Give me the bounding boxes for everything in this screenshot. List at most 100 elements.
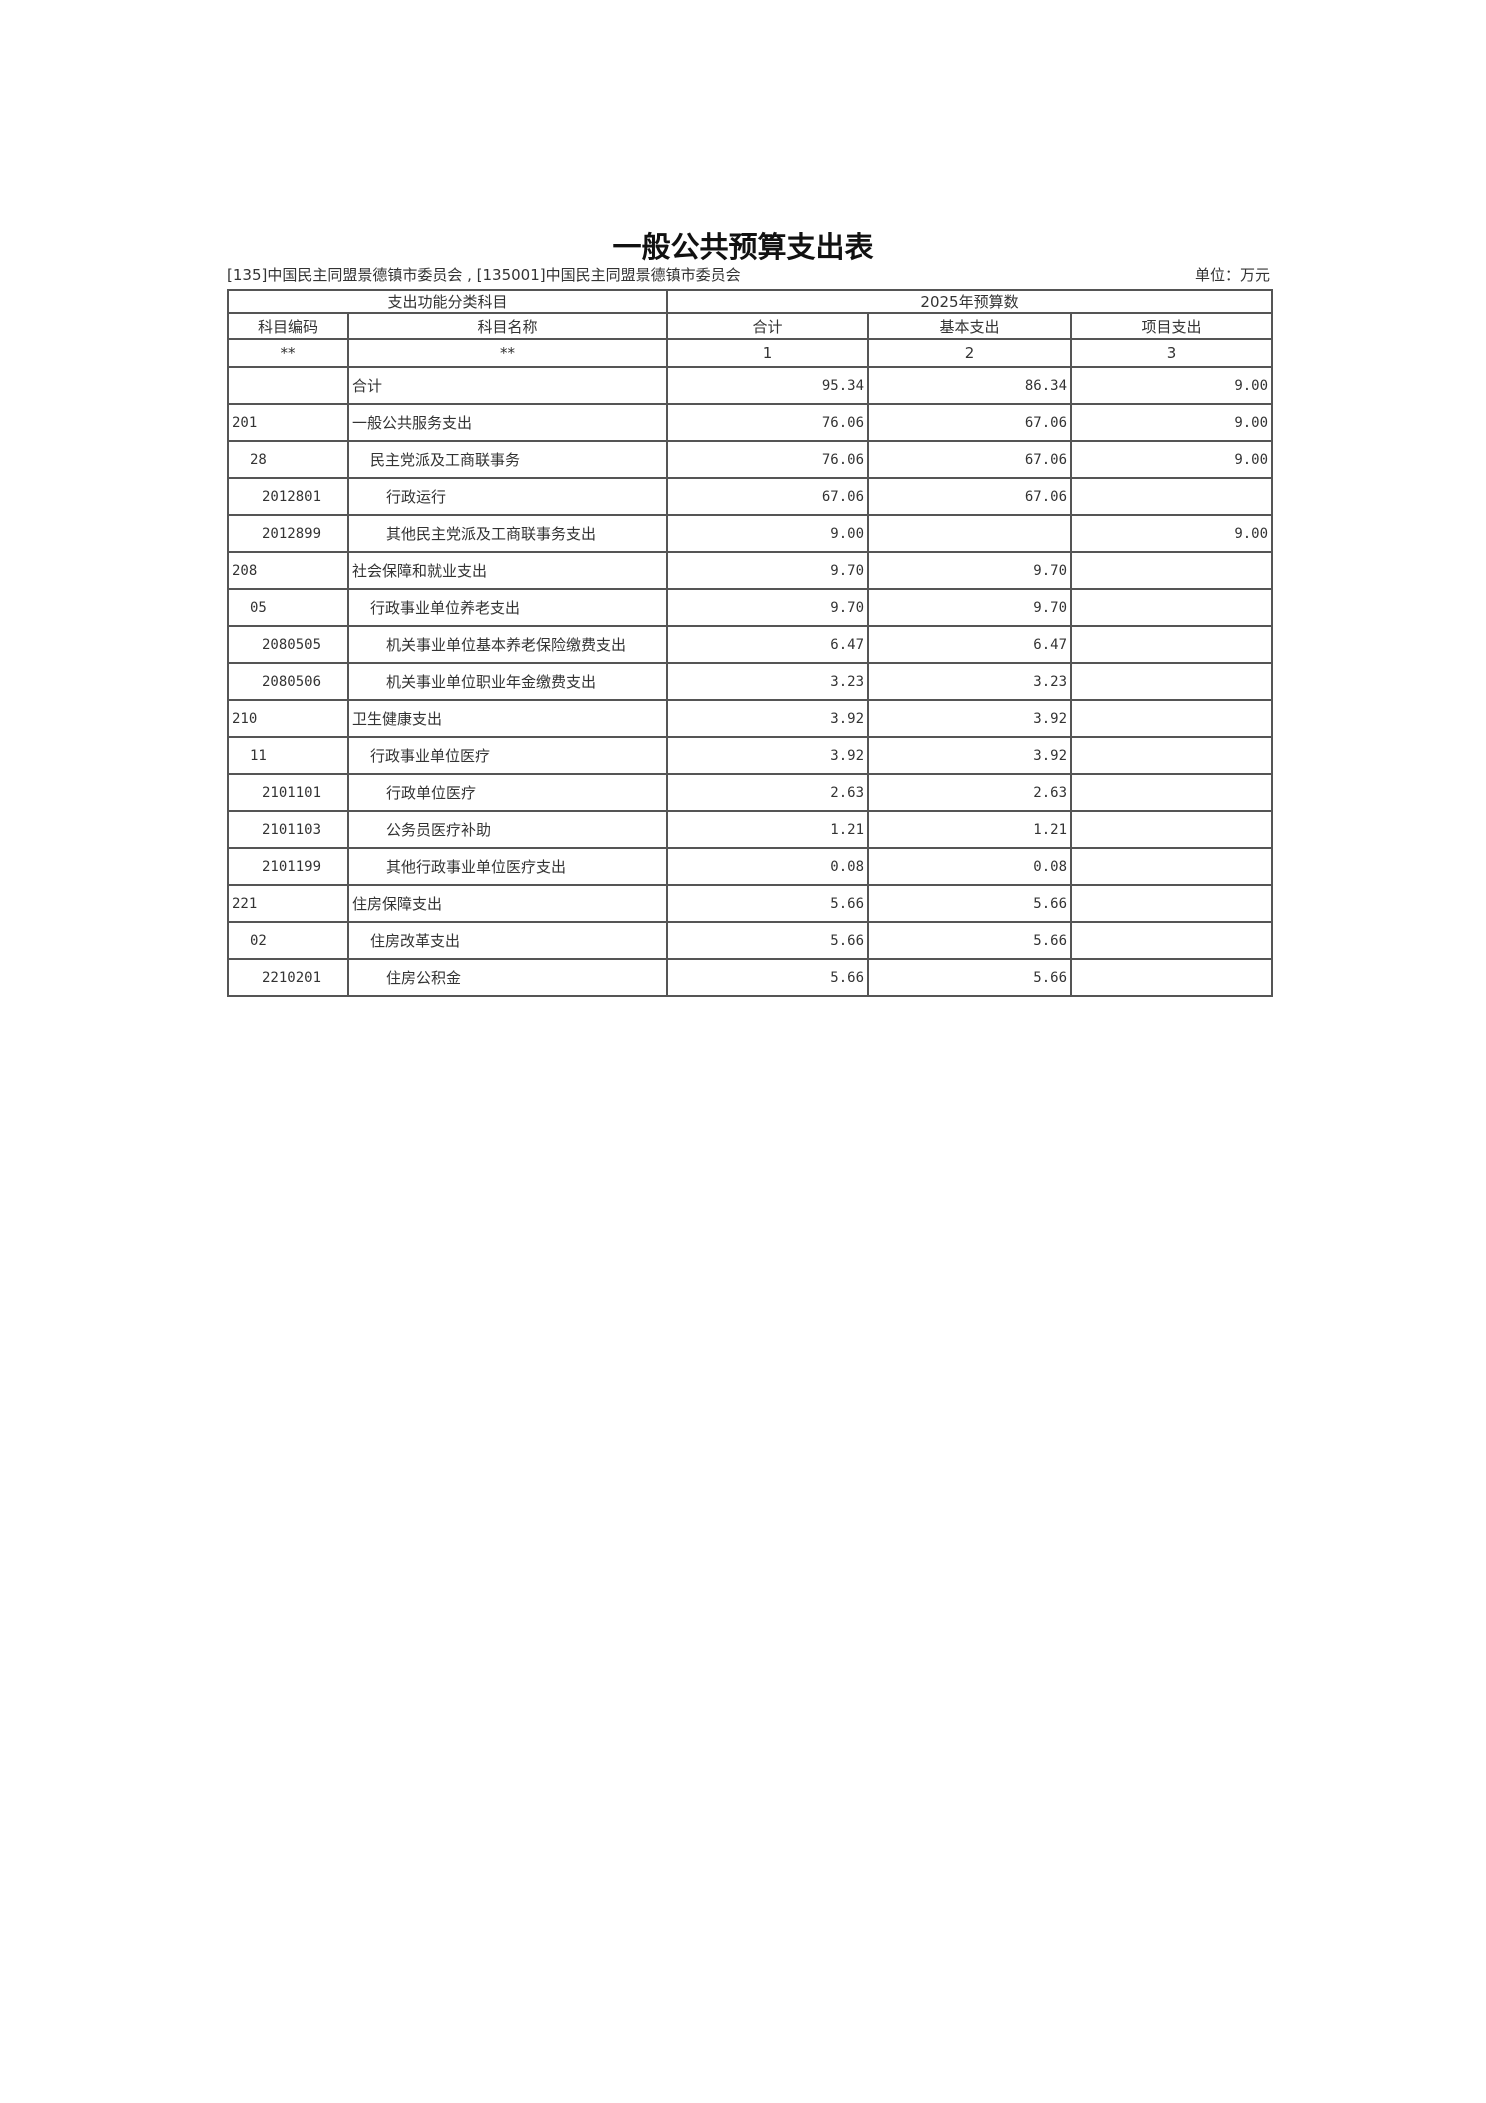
code-cell: 2210201 <box>227 958 349 997</box>
name-cell: 社会保障和就业支出 <box>346 551 669 590</box>
code-cell: 221 <box>227 884 349 923</box>
total-cell: 3.92 <box>666 736 870 775</box>
col-header-project: 项目支出 <box>1070 312 1274 340</box>
total-cell: 76.06 <box>666 403 870 442</box>
total-cell: 5.66 <box>666 921 870 960</box>
name-cell: 其他民主党派及工商联事务支出 <box>346 514 669 553</box>
project-cell <box>1070 884 1274 923</box>
project-cell <box>1070 699 1274 738</box>
project-cell <box>1070 588 1274 627</box>
total-cell: 9.70 <box>666 551 870 590</box>
page-title: 一般公共预算支出表 <box>612 230 874 264</box>
code-cell: 201 <box>227 403 349 442</box>
header-index-row: ** ** 1 2 3 <box>227 338 1274 368</box>
basic-cell: 5.66 <box>867 884 1073 923</box>
basic-cell: 0.08 <box>867 847 1073 886</box>
total-cell: 95.34 <box>666 366 870 405</box>
name-cell: 住房改革支出 <box>346 921 669 960</box>
code-cell: 2080505 <box>227 625 349 664</box>
code-cell: 2101103 <box>227 810 349 849</box>
basic-cell: 5.66 <box>867 958 1073 997</box>
project-cell: 9.00 <box>1070 440 1274 479</box>
total-cell: 6.47 <box>666 625 870 664</box>
basic-cell: 3.23 <box>867 662 1073 701</box>
table-row: 2080506 机关事业单位职业年金缴费支出 3.23 3.23 <box>227 662 1274 701</box>
basic-cell: 6.47 <box>867 625 1073 664</box>
name-cell: 住房公积金 <box>346 958 669 997</box>
code-cell: 02 <box>227 921 349 960</box>
project-cell <box>1070 921 1274 960</box>
header-group-row: 支出功能分类科目 2025年预算数 <box>226 289 1274 314</box>
code-cell: 2012801 <box>227 477 349 516</box>
code-cell: 05 <box>227 588 349 627</box>
basic-cell: 86.34 <box>867 366 1073 405</box>
code-cell: 210 <box>227 699 349 738</box>
basic-cell: 1.21 <box>867 810 1073 849</box>
basic-cell <box>867 514 1073 553</box>
project-cell <box>1070 773 1274 812</box>
table-row: 28 民主党派及工商联事务 76.06 67.06 9.00 <box>227 440 1274 479</box>
total-cell: 5.66 <box>666 884 870 923</box>
basic-cell: 5.66 <box>867 921 1073 960</box>
code-cell: 208 <box>227 551 349 590</box>
code-cell: 11 <box>227 736 349 775</box>
project-cell <box>1070 810 1274 849</box>
name-cell: 行政事业单位医疗 <box>346 736 669 775</box>
project-cell <box>1070 477 1274 516</box>
basic-cell: 9.70 <box>867 588 1073 627</box>
project-cell <box>1070 736 1274 775</box>
name-cell: 民主党派及工商联事务 <box>346 440 669 479</box>
total-cell: 67.06 <box>666 477 870 516</box>
table-row: 2101103 公务员医疗补助 1.21 1.21 <box>227 810 1274 849</box>
project-cell <box>1070 625 1274 664</box>
basic-cell: 3.92 <box>867 699 1073 738</box>
total-cell: 1.21 <box>666 810 870 849</box>
table-row: 2012899 其他民主党派及工商联事务支出 9.00 9.00 <box>227 514 1274 553</box>
table-row: 05 行政事业单位养老支出 9.70 9.70 <box>227 588 1274 627</box>
basic-cell: 67.06 <box>867 477 1073 516</box>
project-cell: 9.00 <box>1070 403 1274 442</box>
name-cell: 机关事业单位基本养老保险缴费支出 <box>346 625 669 664</box>
table-row: 201 一般公共服务支出 76.06 67.06 9.00 <box>227 403 1274 442</box>
table-row: 210 卫生健康支出 3.92 3.92 <box>227 699 1274 738</box>
unit-subtitle: [135]中国民主同盟景德镇市委员会 , [135001]中国民主同盟景德镇市委… <box>227 266 741 284</box>
total-cell: 9.70 <box>666 588 870 627</box>
basic-cell: 2.63 <box>867 773 1073 812</box>
index-cell: 1 <box>666 338 870 368</box>
code-cell: 2012899 <box>227 514 349 553</box>
table-row: 11 行政事业单位医疗 3.92 3.92 <box>227 736 1274 775</box>
code-cell: 2101101 <box>227 773 349 812</box>
project-cell <box>1070 551 1274 590</box>
index-cell: 3 <box>1070 338 1274 368</box>
index-cell: ** <box>227 338 349 368</box>
col-header-name: 科目名称 <box>346 312 669 340</box>
header-group-right: 2025年预算数 <box>666 289 1274 314</box>
name-cell: 行政单位医疗 <box>346 773 669 812</box>
code-cell: 2101199 <box>227 847 349 886</box>
name-cell: 其他行政事业单位医疗支出 <box>346 847 669 886</box>
table-row: 2012801 行政运行 67.06 67.06 <box>227 477 1274 516</box>
basic-cell: 9.70 <box>867 551 1073 590</box>
project-cell: 9.00 <box>1070 514 1274 553</box>
basic-cell: 67.06 <box>867 440 1073 479</box>
index-cell: 2 <box>867 338 1073 368</box>
name-cell: 一般公共服务支出 <box>346 403 669 442</box>
name-cell: 卫生健康支出 <box>346 699 669 738</box>
table-row: 221 住房保障支出 5.66 5.66 <box>227 884 1274 923</box>
basic-cell: 3.92 <box>867 736 1073 775</box>
name-cell: 公务员医疗补助 <box>346 810 669 849</box>
code-cell: 2080506 <box>227 662 349 701</box>
table-row: 208 社会保障和就业支出 9.70 9.70 <box>227 551 1274 590</box>
basic-cell: 67.06 <box>867 403 1073 442</box>
project-cell: 9.00 <box>1070 366 1274 405</box>
header-group-left: 支出功能分类科目 <box>226 289 669 314</box>
table-row: 2101199 其他行政事业单位医疗支出 0.08 0.08 <box>227 847 1274 886</box>
table-row: 合计 95.34 86.34 9.00 <box>227 366 1274 405</box>
col-header-code: 科目编码 <box>227 312 349 340</box>
index-cell: ** <box>346 338 669 368</box>
total-cell: 3.23 <box>666 662 870 701</box>
total-cell: 3.92 <box>666 699 870 738</box>
code-cell: 28 <box>227 440 349 479</box>
name-cell: 行政事业单位养老支出 <box>346 588 669 627</box>
name-cell: 合计 <box>346 366 669 405</box>
